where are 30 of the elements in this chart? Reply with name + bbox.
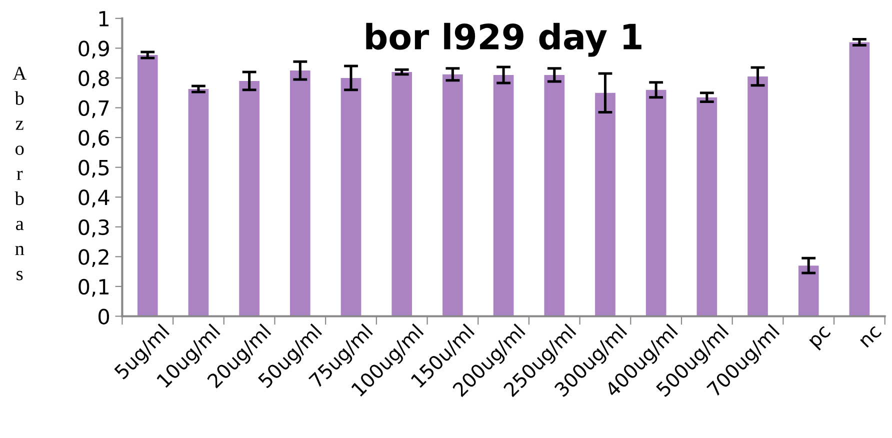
bar xyxy=(544,74,565,316)
y-tick-label: 0,8 xyxy=(78,70,109,88)
y-tick-label: 0,5 xyxy=(78,160,109,178)
bar xyxy=(646,90,666,316)
y-tick-label: 0,2 xyxy=(78,249,108,268)
x-tick-label: nc xyxy=(860,326,882,348)
y-tick-label: 0,9 xyxy=(78,40,109,59)
x-tick-label: pc xyxy=(809,326,834,351)
bar xyxy=(137,55,158,316)
chart-title: bor l929 day 1 xyxy=(366,22,642,57)
bar xyxy=(392,72,412,316)
y-tick-label: 0,3 xyxy=(78,219,109,238)
bar xyxy=(290,70,310,316)
y-tick-label: 0,1 xyxy=(78,278,108,297)
bar xyxy=(239,80,260,316)
y-tick-label: 0 xyxy=(98,308,110,324)
y-tick-label: 0,4 xyxy=(78,190,110,208)
y-tick-label: 0,6 xyxy=(78,130,110,148)
text: Abzorbans xyxy=(12,66,26,280)
bar xyxy=(849,42,870,316)
bar xyxy=(188,88,209,316)
bar xyxy=(340,78,362,316)
y-tick-label: 1 xyxy=(99,11,108,26)
bar xyxy=(798,266,819,316)
bar xyxy=(493,74,514,316)
bar xyxy=(748,76,768,316)
bar xyxy=(595,92,616,316)
bar xyxy=(442,74,463,316)
bar xyxy=(696,97,718,316)
y-tick-label: 0,7 xyxy=(78,100,109,118)
